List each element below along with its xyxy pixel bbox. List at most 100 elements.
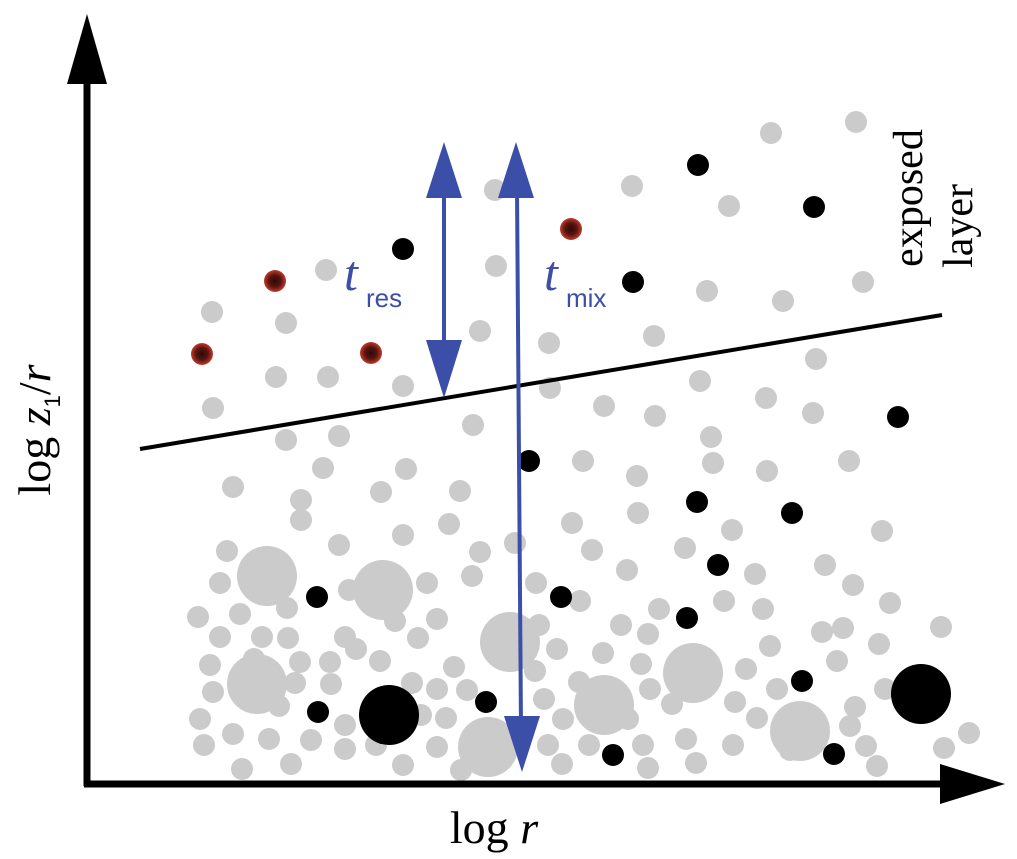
gray-grain [592,642,614,664]
gray-grain [401,672,423,694]
gray-grain [772,290,794,312]
red-grain [191,343,213,365]
gray-grain [546,638,568,660]
gray-grain [552,708,574,730]
t-res-arrow [426,142,462,398]
y-axis-arrowhead [67,14,107,84]
gray-grain [469,320,491,342]
gray-grain [328,425,350,447]
gray-grain [551,753,573,775]
gray-grain [426,678,448,700]
gray-grain [871,520,893,542]
y-axis-label: log z1/r [9,363,65,495]
red-grain-field [191,218,582,365]
gray-grain [199,654,221,676]
gray-grain [209,626,231,648]
gray-grain [524,660,546,682]
gray-grain [832,617,854,639]
t-mix-label: t mix [544,245,606,313]
gray-grain [300,729,322,751]
gray-grain [593,395,615,417]
gray-grain [222,476,244,498]
gray-grain [525,572,547,594]
gray-grain [189,708,211,730]
black-grain [781,502,803,524]
gray-grain [438,513,460,535]
gray-grain [814,554,836,576]
gray-grain [370,481,392,503]
red-grain [360,342,382,364]
red-grain [560,218,582,240]
black-grain [891,664,951,724]
gray-grain [855,735,877,757]
black-grain [475,691,497,713]
gray-grain [312,457,334,479]
gray-grain [735,658,757,680]
gray-grain [561,512,583,534]
gray-grain [630,653,652,675]
gray-grain [933,737,955,759]
gray-grain [320,673,342,695]
black-grain [518,450,540,472]
gray-grain [842,574,864,596]
exposed-layer-boundary-line [139,313,943,451]
gray-grain [746,707,768,729]
black-grain [687,154,709,176]
gray-grain [461,565,483,587]
gray-grain-field [187,111,980,781]
gray-grain [643,325,665,347]
gray-grain [756,460,778,482]
gray-grain [685,752,707,774]
gray-grain [811,621,833,643]
black-grain [823,743,845,765]
gray-grain [290,489,312,511]
gray-grain [569,590,591,612]
gray-grain [802,402,824,424]
gray-grain [227,654,287,714]
gray-grain [930,616,952,638]
gray-grain [663,643,723,703]
gray-grain [334,714,356,736]
black-grain [622,271,644,293]
gray-grain [826,650,848,672]
gray-grain [874,678,896,700]
gray-grain [852,271,874,293]
gray-grain [276,597,298,619]
gray-grain [209,572,231,594]
gray-grain [392,524,414,546]
gray-grain [627,502,649,524]
gray-grain [202,397,224,419]
gray-grain [334,738,356,760]
gray-grain [237,546,297,606]
gray-grain [639,678,661,700]
t-mix-arrow [498,142,540,772]
gray-grain [674,537,696,559]
gray-grain [868,633,890,655]
gray-grain [319,651,341,673]
gray-grain [696,280,718,302]
gray-grain [958,722,980,744]
gray-grain [702,452,724,474]
gray-grain [222,723,244,745]
gray-grain [805,348,827,370]
gray-grain [724,691,746,713]
black-grain-field [306,154,951,766]
gray-grain [504,532,526,554]
gray-grain [277,627,299,649]
black-grain [602,744,624,766]
gray-grain [675,728,697,750]
gray-grain [700,426,722,448]
gray-grain [315,259,337,281]
gray-grain [289,651,311,673]
gray-grain [280,753,302,775]
black-grain [359,685,419,745]
gray-grain [251,626,273,648]
gray-grain [879,592,901,614]
gray-grain [462,414,484,436]
gray-grain [718,195,740,217]
gray-grain [752,598,774,620]
gray-grain [838,450,860,472]
gray-grain [637,757,659,779]
gray-grain [290,509,312,531]
gray-grain [581,539,603,561]
